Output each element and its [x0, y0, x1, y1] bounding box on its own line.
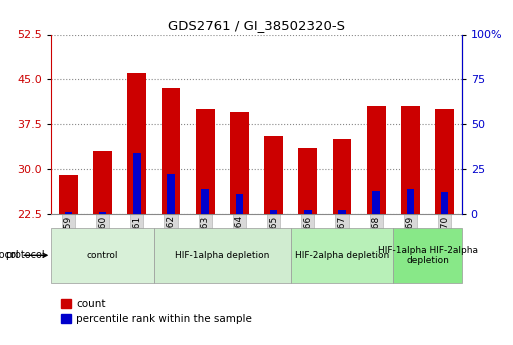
Text: protocol: protocol [0, 250, 47, 260]
Bar [99, 212, 106, 214]
Text: control: control [87, 251, 119, 260]
Bar [196, 109, 214, 214]
Text: protocol: protocol [5, 250, 45, 260]
Bar [93, 151, 112, 214]
Bar [235, 194, 243, 214]
Text: HIF-1alpha depletion: HIF-1alpha depletion [175, 251, 269, 260]
Bar [291, 228, 393, 283]
Bar [338, 210, 346, 214]
Bar [264, 136, 283, 214]
Bar [133, 153, 141, 214]
Bar [407, 189, 414, 214]
Bar [393, 228, 462, 283]
Bar [230, 112, 249, 214]
Bar [65, 212, 72, 214]
Legend: count, percentile rank within the sample: count, percentile rank within the sample [56, 295, 256, 328]
Bar [401, 106, 420, 214]
Bar [372, 190, 380, 214]
Bar [270, 210, 278, 214]
Bar [435, 109, 454, 214]
Bar [127, 73, 146, 214]
Text: HIF-2alpha depletion: HIF-2alpha depletion [295, 251, 389, 260]
Bar [367, 106, 386, 214]
Title: GDS2761 / GI_38502320-S: GDS2761 / GI_38502320-S [168, 19, 345, 32]
Bar [167, 175, 175, 214]
Text: HIF-1alpha HIF-2alpha
depletion: HIF-1alpha HIF-2alpha depletion [378, 246, 478, 265]
Bar [332, 139, 351, 214]
Bar [441, 193, 448, 214]
Bar [154, 228, 291, 283]
Bar [51, 228, 154, 283]
Bar [299, 148, 317, 214]
Bar [202, 189, 209, 214]
Bar [304, 210, 311, 214]
Bar [59, 175, 78, 214]
Bar [162, 88, 181, 214]
